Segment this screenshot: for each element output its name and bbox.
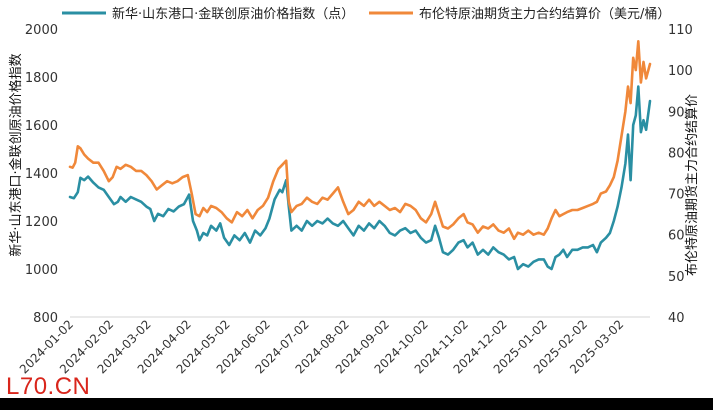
right-axis-title: 布伦特原油期货主力合约结算价 [684,94,700,276]
right-y-tick-label: 110 [668,23,693,38]
left-y-tick-label: 1000 [25,263,58,278]
right-y-axis: 40 50 60 70 80 90 100 110 [668,23,693,326]
x-axis: 2024-01-022024-02-022024-03-022024-04-02… [17,316,650,376]
left-y-tick-label: 1200 [25,215,58,230]
left-y-tick-label: 800 [33,311,58,326]
left-y-tick-label: 1800 [25,71,58,86]
watermark-logo: L70.CN [6,373,91,400]
plot-area [68,39,652,271]
right-y-tick-label: 50 [668,270,685,285]
left-y-tick-label: 1400 [25,167,58,182]
right-y-tick-label: 100 [668,64,693,79]
right-y-tick-label: 80 [668,146,685,161]
legend-label-brent: 布伦特原油期货主力合约结算价（美元/桶） [419,6,670,22]
right-y-tick-label: 60 [668,229,685,244]
left-y-axis: 800 1000 1200 1400 1600 1800 2000 [25,23,58,326]
legend: 新华·山东港口·金联创原油价格指数（点） 布伦特原油期货主力合约结算价（美元/桶） [62,6,670,22]
right-y-tick-label: 40 [668,311,685,326]
bottom-bar [0,398,713,410]
left-axis-title: 新华·山东港口·金联创原油价格指数 [8,53,24,256]
legend-label-index: 新华·山东港口·金联创原油价格指数（点） [112,6,354,22]
brent-series-line [68,39,652,241]
right-y-tick-label: 70 [668,188,685,203]
left-y-tick-label: 2000 [25,23,58,38]
left-y-tick-label: 1600 [25,119,58,134]
right-y-tick-label: 90 [668,105,685,120]
index-series-line [68,85,652,271]
